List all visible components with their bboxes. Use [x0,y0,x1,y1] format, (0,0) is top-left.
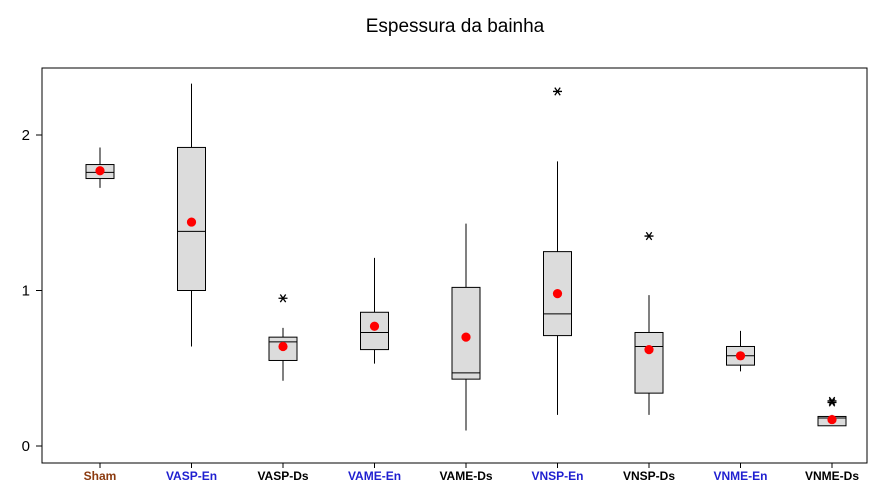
outlier-point [553,87,562,96]
box [634,331,664,394]
outlier-point [827,396,837,406]
outlier-point [278,294,288,303]
mean-point [552,289,563,299]
y-tick-label: 2 [22,127,30,144]
mean-point [95,166,105,176]
mean-point [827,414,837,425]
mean-point [369,321,380,331]
mean-point [644,344,654,355]
mean-point [278,341,288,352]
mean-point [186,217,197,227]
y-tick-label: 0 [22,438,30,455]
chart-title: Espessura da bainha [365,16,545,37]
y-tick-label: 1 [22,283,30,300]
x-tick-label: VAME-Ds [439,469,492,482]
chart-marks: 0 1 2 Sham VASP-En VASP-Ds VAME-En VAME-Ds VNSP-… [22,83,859,482]
x-tick-label: VNSP-Ds [623,469,675,482]
plot-frame [41,67,868,464]
outlier-point [827,398,837,407]
x-tick-label: VNME-En [714,469,768,482]
x-tick-label: Sham [84,469,117,482]
x-tick-label: VASP-Ds [257,469,308,482]
mean-point [735,351,746,361]
x-tick-label: VAME-En [348,469,401,482]
x-tick-label: VNME-Ds [805,469,859,482]
x-tick-label: VASP-En [166,469,217,482]
mean-point [461,332,471,342]
outlier-point [644,231,654,241]
x-tick-label: VNSP-En [531,469,583,482]
box [360,311,389,351]
